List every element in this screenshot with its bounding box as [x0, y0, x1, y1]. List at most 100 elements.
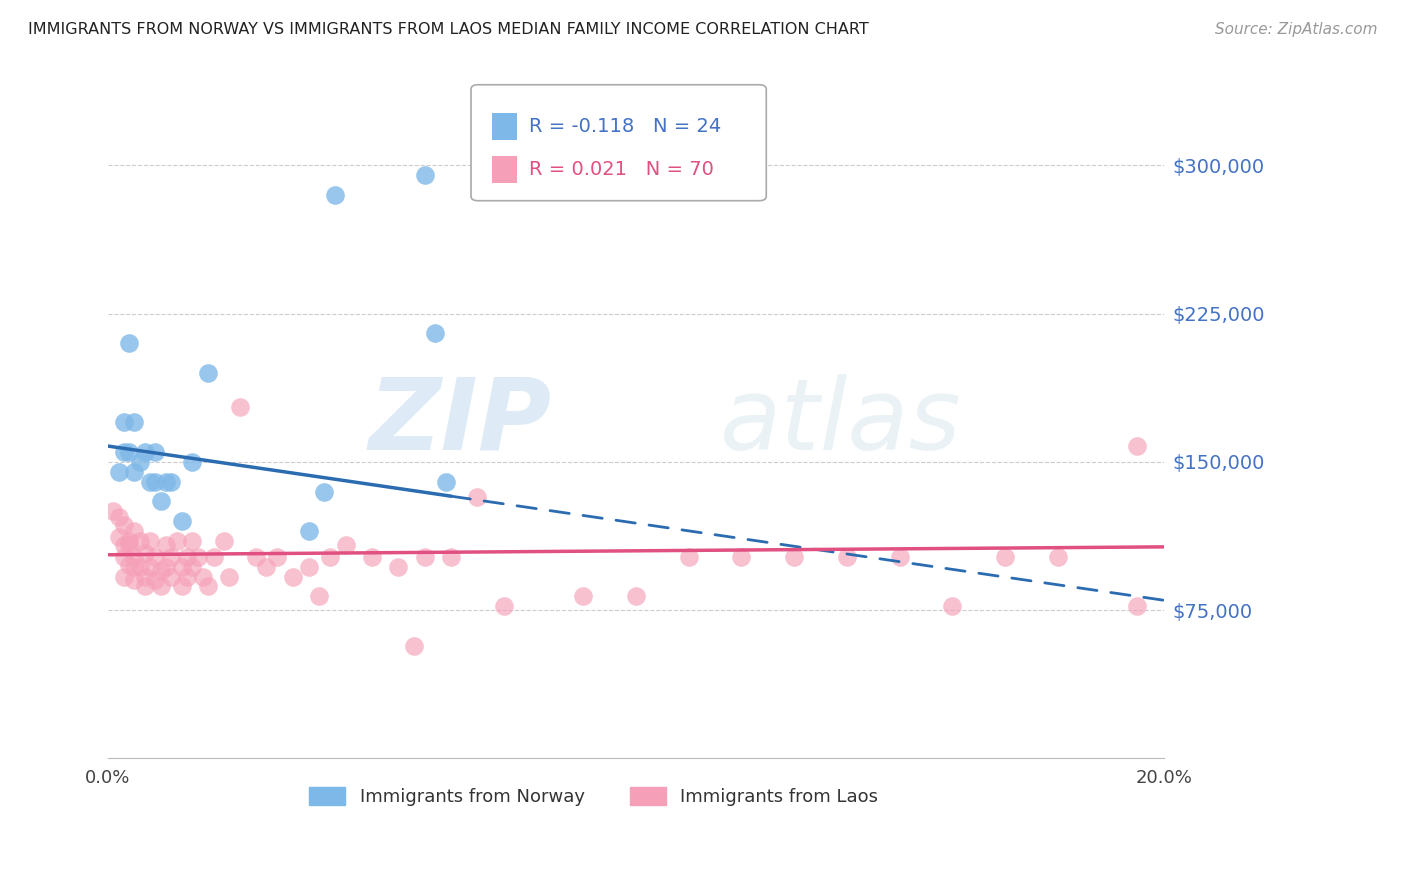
Point — [118, 533, 141, 548]
Point — [413, 549, 436, 564]
Point — [128, 533, 150, 548]
Point — [149, 564, 172, 578]
Point — [128, 455, 150, 469]
Point — [134, 546, 156, 560]
Point — [134, 569, 156, 583]
Point — [218, 569, 240, 583]
Point — [112, 445, 135, 459]
Point — [139, 559, 162, 574]
Text: Source: ZipAtlas.com: Source: ZipAtlas.com — [1215, 22, 1378, 37]
Point — [181, 455, 204, 469]
Point — [1047, 549, 1070, 564]
Point — [245, 549, 267, 564]
Point — [112, 415, 135, 429]
Point — [467, 491, 489, 505]
Point — [425, 326, 447, 341]
Point — [170, 559, 193, 574]
Point — [1126, 599, 1149, 614]
Point — [160, 549, 183, 564]
Point — [118, 445, 141, 459]
Point — [107, 465, 129, 479]
Point — [145, 549, 167, 564]
Point — [145, 574, 167, 588]
Point — [124, 415, 146, 429]
Point — [112, 538, 135, 552]
Point — [112, 549, 135, 564]
Point — [107, 530, 129, 544]
Point — [149, 579, 172, 593]
Point — [994, 549, 1017, 564]
Point — [624, 589, 647, 603]
Point — [323, 188, 346, 202]
Point — [314, 484, 336, 499]
Point — [124, 559, 146, 574]
Point — [297, 524, 319, 538]
Point — [155, 538, 177, 552]
Point — [181, 559, 204, 574]
Point — [160, 569, 183, 583]
Point — [266, 549, 288, 564]
Point — [149, 494, 172, 508]
Point — [176, 549, 198, 564]
Point — [783, 549, 806, 564]
Legend: Immigrants from Norway, Immigrants from Laos: Immigrants from Norway, Immigrants from … — [302, 780, 886, 814]
Point — [124, 465, 146, 479]
Text: R = 0.021   N = 70: R = 0.021 N = 70 — [529, 160, 713, 179]
Point — [166, 533, 188, 548]
Point — [318, 549, 340, 564]
Point — [889, 549, 911, 564]
Point — [118, 558, 141, 572]
Point — [112, 518, 135, 533]
Point — [197, 579, 219, 593]
Point — [139, 533, 162, 548]
Point — [492, 599, 515, 614]
Point — [297, 559, 319, 574]
Point — [118, 336, 141, 351]
Text: ZIP: ZIP — [368, 374, 551, 471]
Text: R = -0.118   N = 24: R = -0.118 N = 24 — [529, 117, 721, 136]
Point — [170, 514, 193, 528]
Point — [118, 538, 141, 552]
Point — [678, 549, 700, 564]
Point — [124, 524, 146, 538]
Point — [229, 400, 252, 414]
Point — [112, 569, 135, 583]
Point — [134, 445, 156, 459]
Text: IMMIGRANTS FROM NORWAY VS IMMIGRANTS FROM LAOS MEDIAN FAMILY INCOME CORRELATION : IMMIGRANTS FROM NORWAY VS IMMIGRANTS FRO… — [28, 22, 869, 37]
Point — [941, 599, 963, 614]
Point — [103, 504, 125, 518]
Point — [124, 574, 146, 588]
Point — [413, 169, 436, 183]
Point — [440, 549, 463, 564]
Point — [335, 538, 357, 552]
Point — [187, 549, 209, 564]
Text: atlas: atlas — [720, 374, 962, 471]
Point — [145, 475, 167, 489]
Point — [134, 579, 156, 593]
Point — [387, 559, 409, 574]
Point — [202, 549, 225, 564]
Point — [181, 533, 204, 548]
Point — [139, 475, 162, 489]
Point — [434, 475, 457, 489]
Point — [254, 559, 277, 574]
Point — [404, 639, 426, 653]
Point — [128, 559, 150, 574]
Point — [1126, 439, 1149, 453]
Point — [191, 569, 214, 583]
Point — [155, 475, 177, 489]
Point — [281, 569, 304, 583]
Point — [197, 366, 219, 380]
Point — [212, 533, 235, 548]
Point — [730, 549, 752, 564]
Point — [361, 549, 384, 564]
Point — [176, 569, 198, 583]
Point — [145, 445, 167, 459]
Point — [124, 549, 146, 564]
Point — [160, 475, 183, 489]
Point — [308, 589, 330, 603]
Point — [835, 549, 858, 564]
Point — [572, 589, 595, 603]
Point — [107, 510, 129, 524]
Point — [155, 559, 177, 574]
